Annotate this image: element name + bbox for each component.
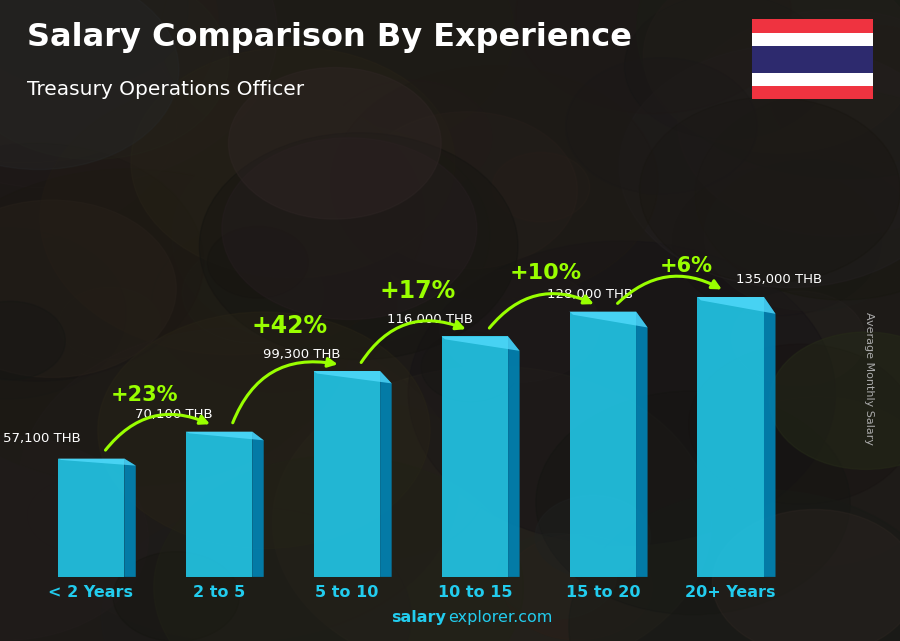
Text: +23%: +23%	[111, 385, 178, 404]
Text: 70,100 THB: 70,100 THB	[135, 408, 213, 421]
FancyBboxPatch shape	[313, 371, 380, 577]
Polygon shape	[636, 312, 647, 577]
Circle shape	[0, 228, 126, 399]
Circle shape	[330, 66, 658, 299]
Circle shape	[688, 344, 900, 504]
Circle shape	[0, 200, 176, 378]
Circle shape	[569, 490, 900, 641]
Circle shape	[566, 58, 757, 194]
Text: Treasury Operations Officer: Treasury Operations Officer	[27, 80, 304, 99]
Circle shape	[705, 160, 900, 311]
Circle shape	[536, 495, 651, 578]
Text: +17%: +17%	[379, 279, 455, 303]
Circle shape	[732, 291, 865, 386]
Circle shape	[0, 0, 229, 159]
FancyBboxPatch shape	[58, 458, 124, 577]
Circle shape	[0, 0, 179, 169]
Text: +42%: +42%	[251, 314, 328, 338]
Text: +6%: +6%	[660, 256, 713, 276]
Text: 99,300 THB: 99,300 THB	[264, 347, 341, 361]
Circle shape	[536, 391, 850, 615]
FancyBboxPatch shape	[570, 312, 636, 577]
Circle shape	[58, 287, 161, 360]
Circle shape	[439, 268, 599, 383]
Text: 57,100 THB: 57,100 THB	[4, 432, 81, 445]
FancyBboxPatch shape	[698, 297, 764, 577]
Circle shape	[0, 144, 203, 381]
Circle shape	[19, 328, 459, 641]
Polygon shape	[698, 297, 776, 314]
Circle shape	[672, 167, 881, 316]
Polygon shape	[124, 458, 136, 577]
Circle shape	[0, 0, 219, 163]
Circle shape	[698, 397, 900, 566]
Circle shape	[0, 0, 277, 188]
Circle shape	[492, 153, 590, 222]
Circle shape	[113, 551, 239, 641]
Circle shape	[770, 332, 900, 469]
FancyBboxPatch shape	[442, 337, 508, 577]
Circle shape	[222, 138, 477, 319]
Circle shape	[329, 80, 491, 196]
Circle shape	[0, 0, 177, 241]
Circle shape	[409, 241, 835, 545]
Polygon shape	[764, 297, 776, 577]
Text: explorer.com: explorer.com	[448, 610, 553, 625]
Circle shape	[496, 533, 616, 619]
Text: +10%: +10%	[509, 263, 581, 283]
Circle shape	[636, 0, 900, 179]
Circle shape	[678, 10, 900, 237]
Circle shape	[102, 507, 411, 641]
Circle shape	[0, 435, 148, 640]
Polygon shape	[442, 337, 519, 351]
Text: salary: salary	[392, 610, 446, 625]
Polygon shape	[252, 431, 264, 577]
Circle shape	[625, 0, 829, 140]
Circle shape	[504, 535, 652, 640]
Circle shape	[619, 45, 900, 288]
Text: 135,000 THB: 135,000 THB	[736, 272, 823, 286]
Circle shape	[199, 133, 518, 360]
Circle shape	[40, 81, 424, 354]
Polygon shape	[58, 458, 136, 465]
Polygon shape	[508, 337, 519, 577]
Polygon shape	[570, 312, 647, 328]
Circle shape	[183, 243, 323, 343]
Text: Salary Comparison By Experience: Salary Comparison By Experience	[27, 22, 632, 53]
Circle shape	[160, 0, 514, 158]
Bar	[752, 86, 873, 99]
Circle shape	[695, 90, 900, 300]
Circle shape	[516, 0, 791, 113]
Circle shape	[0, 301, 66, 380]
Circle shape	[207, 226, 309, 298]
Circle shape	[356, 112, 578, 269]
Text: 116,000 THB: 116,000 THB	[387, 313, 473, 326]
Circle shape	[644, 0, 900, 153]
Polygon shape	[380, 371, 392, 577]
Circle shape	[640, 97, 900, 283]
Bar	[752, 72, 873, 86]
Text: 128,000 THB: 128,000 THB	[547, 288, 633, 301]
Circle shape	[273, 366, 712, 641]
Circle shape	[151, 217, 397, 392]
Circle shape	[130, 47, 454, 278]
FancyBboxPatch shape	[185, 431, 252, 577]
Bar	[752, 19, 873, 33]
Bar	[752, 33, 873, 46]
Circle shape	[229, 67, 441, 219]
Circle shape	[713, 510, 900, 641]
Circle shape	[26, 478, 133, 553]
Text: Average Monthly Salary: Average Monthly Salary	[863, 312, 874, 445]
Circle shape	[98, 312, 430, 549]
Circle shape	[268, 404, 487, 560]
Circle shape	[421, 331, 520, 403]
Circle shape	[770, 24, 900, 164]
Circle shape	[154, 456, 524, 641]
Circle shape	[172, 122, 490, 349]
Polygon shape	[185, 431, 264, 440]
Polygon shape	[313, 371, 392, 383]
Bar	[752, 46, 873, 72]
Circle shape	[0, 169, 353, 486]
Circle shape	[0, 0, 189, 88]
